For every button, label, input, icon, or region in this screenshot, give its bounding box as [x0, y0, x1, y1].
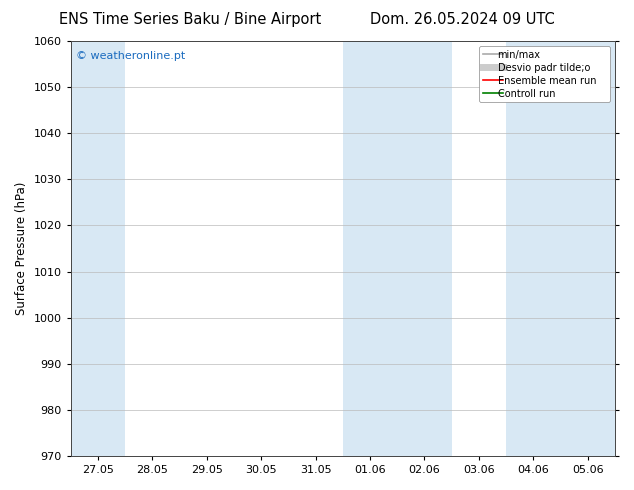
Text: ENS Time Series Baku / Bine Airport: ENS Time Series Baku / Bine Airport	[59, 12, 321, 27]
Text: Dom. 26.05.2024 09 UTC: Dom. 26.05.2024 09 UTC	[370, 12, 555, 27]
Bar	[397, 41, 451, 456]
Bar	[560, 41, 615, 456]
Bar	[343, 41, 397, 456]
Text: © weatheronline.pt: © weatheronline.pt	[76, 51, 185, 61]
Legend: min/max, Desvio padr tilde;o, Ensemble mean run, Controll run: min/max, Desvio padr tilde;o, Ensemble m…	[479, 46, 610, 102]
Bar	[506, 41, 560, 456]
Bar	[71, 41, 125, 456]
Y-axis label: Surface Pressure (hPa): Surface Pressure (hPa)	[15, 182, 28, 315]
